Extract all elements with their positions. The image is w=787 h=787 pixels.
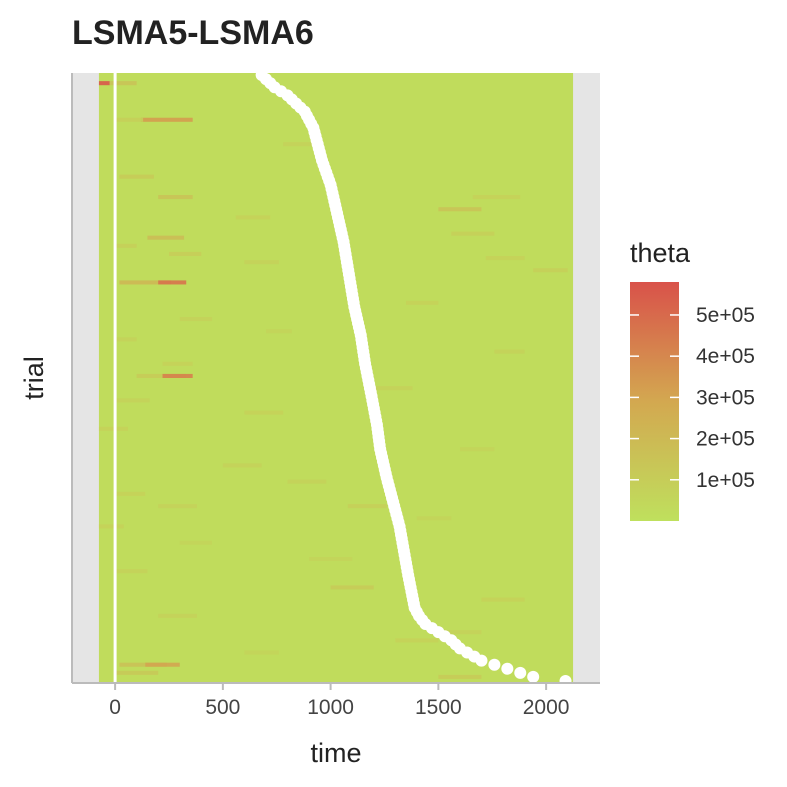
heatmap-cell xyxy=(158,504,197,509)
chart-title: LSMA5-LSMA6 xyxy=(72,14,314,52)
legend-tick-label: 3e+05 xyxy=(696,386,755,409)
heatmap-cell xyxy=(162,373,193,378)
legend-ticks: 1e+05 2e+05 3e+05 4e+05 5e+05 xyxy=(630,304,755,492)
heatmap-cell xyxy=(481,597,525,602)
heatmap-cell xyxy=(265,329,292,334)
heatmap-cell xyxy=(158,280,187,285)
heatmap-cell xyxy=(162,361,193,366)
heatmap-cell xyxy=(438,630,482,635)
rt-point xyxy=(527,670,540,683)
heatmap-cell xyxy=(119,662,167,667)
x-tick-label: 500 xyxy=(205,696,240,719)
heatmap-highlights xyxy=(98,81,568,679)
heatmap-cell xyxy=(115,670,159,675)
heatmap-cell xyxy=(347,504,387,509)
heatmap-cell xyxy=(438,674,482,679)
rt-point xyxy=(559,674,572,687)
heatmap-cell xyxy=(287,479,327,484)
heatmap-cell xyxy=(115,569,148,574)
heatmap-cell xyxy=(147,235,185,240)
heatmap-cell xyxy=(244,650,279,655)
legend-colorbar xyxy=(630,282,679,521)
heatmap-cell xyxy=(330,585,374,590)
x-tick-label: 0 xyxy=(109,696,121,719)
heatmap-cell xyxy=(109,81,137,86)
heatmap-cell xyxy=(98,524,124,529)
heatmap-cell xyxy=(115,117,144,122)
x-ticks: 0 500 1000 1500 2000 xyxy=(109,683,569,719)
heatmap-cell xyxy=(115,491,146,496)
rt-point xyxy=(488,658,501,671)
heatmap-cell xyxy=(438,207,482,212)
heatmap-cell xyxy=(158,613,197,618)
x-axis-title: time xyxy=(310,738,361,768)
heatmap-cell xyxy=(533,268,568,273)
rt-point xyxy=(501,662,514,675)
heatmap-cell xyxy=(283,142,322,147)
heatmap-cell xyxy=(115,398,150,403)
x-tick-label: 1000 xyxy=(307,696,354,719)
heatmap-cell xyxy=(406,300,439,305)
heatmap-cell xyxy=(395,638,439,643)
heatmap-cell xyxy=(115,337,137,342)
heatmap-cell xyxy=(119,280,172,285)
heatmap-cell xyxy=(119,174,154,179)
heatmap-cell xyxy=(145,662,180,667)
y-axis-title: trial xyxy=(19,356,49,400)
heatmap-cell xyxy=(168,251,202,256)
heatmap-cell xyxy=(115,243,137,248)
heatmap-cell xyxy=(179,317,213,322)
heatmap-cell xyxy=(222,463,262,468)
heatmap-cell xyxy=(179,540,213,545)
heatmap-cell xyxy=(485,256,525,261)
rt-point xyxy=(475,654,488,667)
heatmap-cell xyxy=(244,410,284,415)
heatmap-cell xyxy=(309,556,353,561)
heatmap-cell xyxy=(494,349,525,354)
legend-tick-label: 2e+05 xyxy=(696,428,755,451)
legend: theta 1e+05 2e+05 3e+05 4e+05 5e+05 xyxy=(630,238,755,521)
heatmap-cell xyxy=(459,447,495,452)
heatmap-cell xyxy=(98,426,129,431)
heatmap-cell xyxy=(244,260,279,265)
legend-tick-label: 1e+05 xyxy=(696,469,755,492)
x-tick-label: 2000 xyxy=(523,696,570,719)
heatmap-cell xyxy=(158,195,193,200)
reaction-time-points xyxy=(255,69,572,687)
heatmap-cell xyxy=(98,81,110,86)
heatmap-cell xyxy=(235,215,271,220)
legend-title: theta xyxy=(630,238,691,268)
rt-point xyxy=(514,666,527,679)
heatmap-cell xyxy=(140,117,193,122)
heatmap-cell xyxy=(373,386,413,391)
axes: 0 500 1000 1500 2000 time trial xyxy=(19,73,600,768)
x-tick-label: 1500 xyxy=(415,696,462,719)
heatmap-cell xyxy=(451,231,495,236)
heatmap-cell xyxy=(136,373,187,378)
heatmap-cell xyxy=(416,516,452,521)
legend-tick-label: 5e+05 xyxy=(696,304,755,327)
plot-area xyxy=(72,69,600,687)
legend-tick-label: 4e+05 xyxy=(696,345,755,368)
heatmap-cell xyxy=(472,195,521,200)
